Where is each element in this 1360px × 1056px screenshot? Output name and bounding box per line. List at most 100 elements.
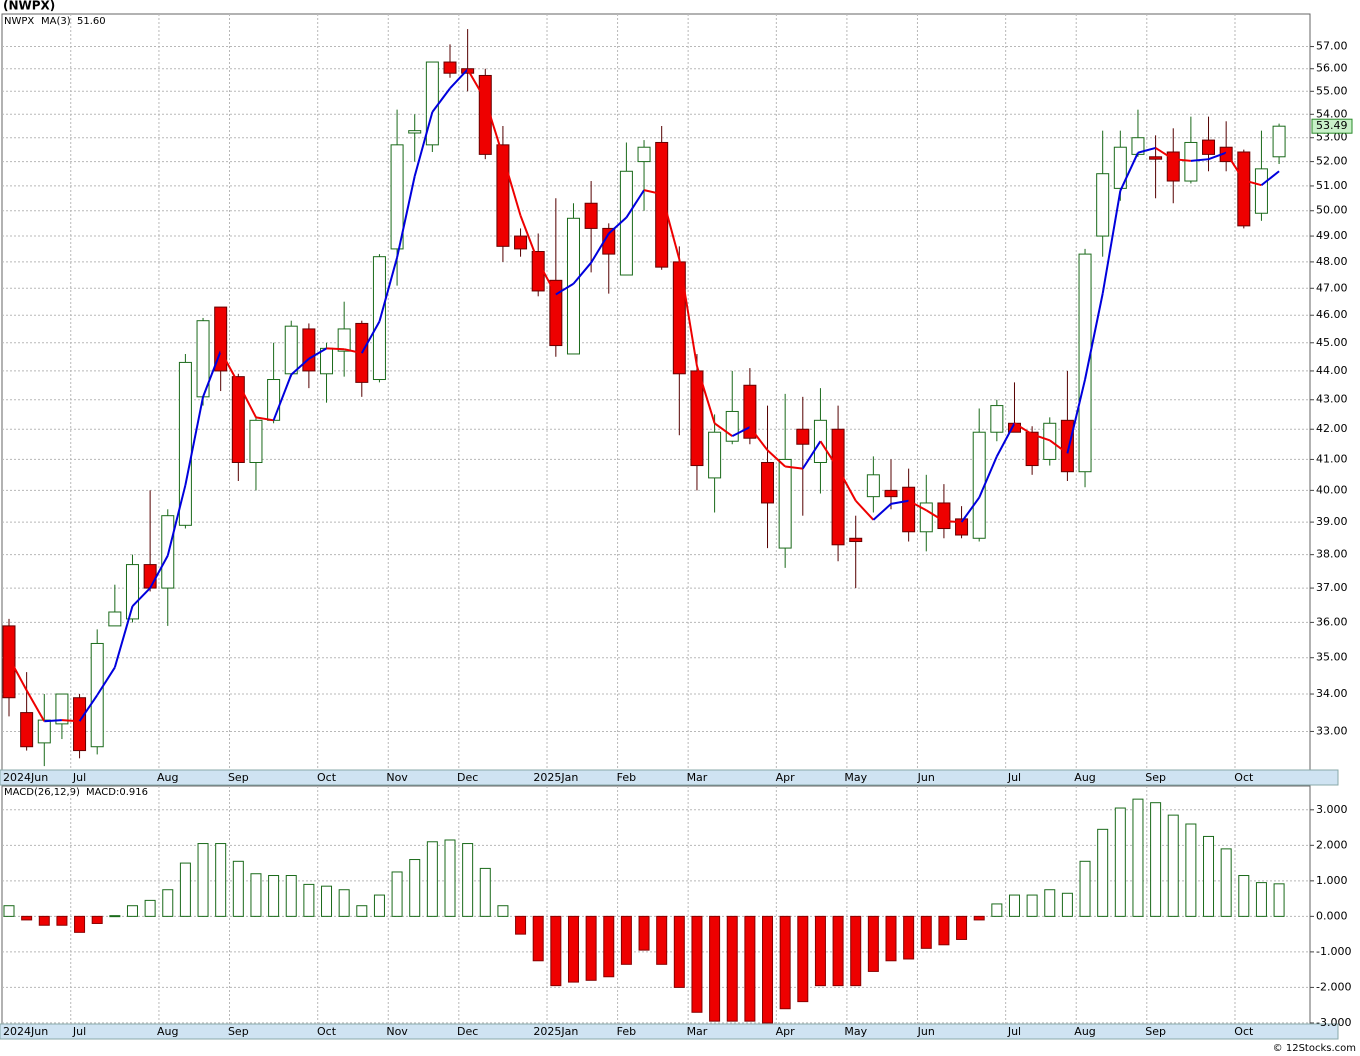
x-tick-label: Jun — [917, 771, 935, 784]
macd-bar — [973, 915, 985, 921]
y-tick-label: 37.00 — [1316, 581, 1348, 594]
candle-body — [108, 611, 122, 627]
ma-line-segment — [290, 358, 310, 376]
macd-bar — [285, 875, 297, 917]
x-tick-label: May — [844, 1025, 867, 1038]
macd-bar — [938, 915, 950, 946]
candle-body — [20, 712, 34, 748]
candle-body — [390, 144, 404, 250]
candle-body — [919, 502, 933, 533]
macd-bar — [409, 859, 421, 917]
ma-line-segment — [660, 193, 681, 260]
last-price-label: 53.49 — [1316, 119, 1348, 132]
candle-body — [125, 564, 139, 620]
macd-value: MACD:0.916 — [86, 787, 148, 798]
candle-body — [425, 61, 439, 146]
macd-bar — [1273, 883, 1285, 917]
ma-line-segment — [1208, 151, 1227, 161]
macd-bar — [726, 915, 738, 1022]
legend-symbol: NWPX — [4, 16, 34, 27]
macd-bar — [179, 862, 191, 917]
ma-line-segment — [890, 499, 909, 505]
x-tick-label: Nov — [386, 771, 408, 784]
y-tick-label: 34.00 — [1316, 687, 1348, 700]
ma-line-segment — [749, 426, 769, 451]
candle-body — [1096, 173, 1110, 237]
macd-bar — [126, 905, 138, 917]
ma-line-segment — [625, 189, 645, 219]
ma-line-segment — [978, 455, 998, 498]
candle-body — [1272, 125, 1286, 158]
candle-body — [143, 564, 157, 589]
macd-bar — [21, 915, 33, 921]
macd-bar — [144, 899, 156, 917]
macd-bar — [56, 915, 68, 926]
macd-bar — [391, 871, 403, 917]
ma-line-segment — [8, 657, 28, 691]
macd-bar — [232, 860, 244, 917]
legend-ma: MA(3) — [41, 16, 71, 27]
candle-body — [831, 428, 845, 546]
watermark: © 12Stocks.com — [1273, 1043, 1356, 1054]
candle-body — [902, 486, 916, 533]
macd-bar — [779, 915, 791, 1010]
y-tick-label: 49.00 — [1316, 229, 1348, 242]
last-price-badge — [1311, 118, 1353, 134]
ma-line-segment — [1155, 147, 1174, 161]
y-tick-label: 47.00 — [1316, 281, 1348, 294]
candle-body — [1202, 139, 1216, 155]
macd-bar — [162, 889, 174, 917]
ma-line-segment — [908, 499, 927, 512]
ma-line-segment — [219, 350, 240, 384]
ma-line-segment — [326, 347, 345, 351]
candle-body — [37, 719, 51, 744]
macd-bar — [1061, 892, 1073, 917]
candle-body — [302, 328, 316, 372]
macd-bar — [656, 915, 668, 965]
candle-body — [849, 537, 863, 543]
x-tick-label: May — [844, 771, 867, 784]
y-tick-label: 38.00 — [1316, 548, 1348, 561]
ma-line-segment — [960, 497, 981, 523]
x-tick-label: 2024Jun — [3, 771, 48, 784]
x-tick-label: Aug — [1074, 1025, 1095, 1038]
macd-bar — [1026, 894, 1038, 917]
ma-line-segment — [1225, 152, 1245, 181]
x-tick-label: Mar — [687, 771, 708, 784]
ma-line-segment — [1031, 433, 1051, 442]
ma-line-segment — [96, 666, 116, 696]
ma-line-segment — [449, 68, 469, 90]
x-tick-label: Oct — [317, 771, 337, 784]
macd-bar — [709, 915, 721, 1022]
y-tick-label: 46.00 — [1316, 308, 1348, 321]
candle-body — [602, 227, 616, 255]
candle-body — [1237, 151, 1251, 227]
macd-bar — [585, 915, 597, 981]
y-tick-label: 45.00 — [1316, 336, 1348, 349]
macd-title: MACD(26,12,9) — [4, 787, 80, 798]
x-tick-label: Mar — [687, 1025, 708, 1038]
x-tick-label: Oct — [1234, 1025, 1254, 1038]
y-tick-label: 35.00 — [1316, 651, 1348, 664]
y-tick-label: 33.00 — [1316, 724, 1348, 737]
candle-body — [496, 144, 510, 247]
ma-line-segment — [484, 99, 504, 157]
y-tick-label: 50.00 — [1316, 204, 1348, 217]
y-tick-label: 36.00 — [1316, 615, 1348, 628]
macd-bar — [1044, 889, 1056, 917]
candle-body — [549, 279, 563, 347]
date-band — [0, 769, 1339, 786]
ma-line-segment — [1260, 170, 1280, 186]
ma-line-segment — [61, 719, 80, 723]
macd-bar — [532, 915, 544, 962]
candle-body — [408, 130, 422, 134]
ma-line-segment — [1084, 293, 1104, 380]
ma-line-segment — [255, 416, 274, 422]
macd-bar — [1132, 798, 1144, 917]
ma-line-segment — [184, 396, 205, 486]
x-tick-label: Apr — [776, 771, 796, 784]
ma-line-segment — [608, 216, 628, 235]
ma-line-segment — [413, 111, 434, 177]
macd-bar — [373, 894, 385, 917]
ma-line-segment — [237, 382, 257, 418]
